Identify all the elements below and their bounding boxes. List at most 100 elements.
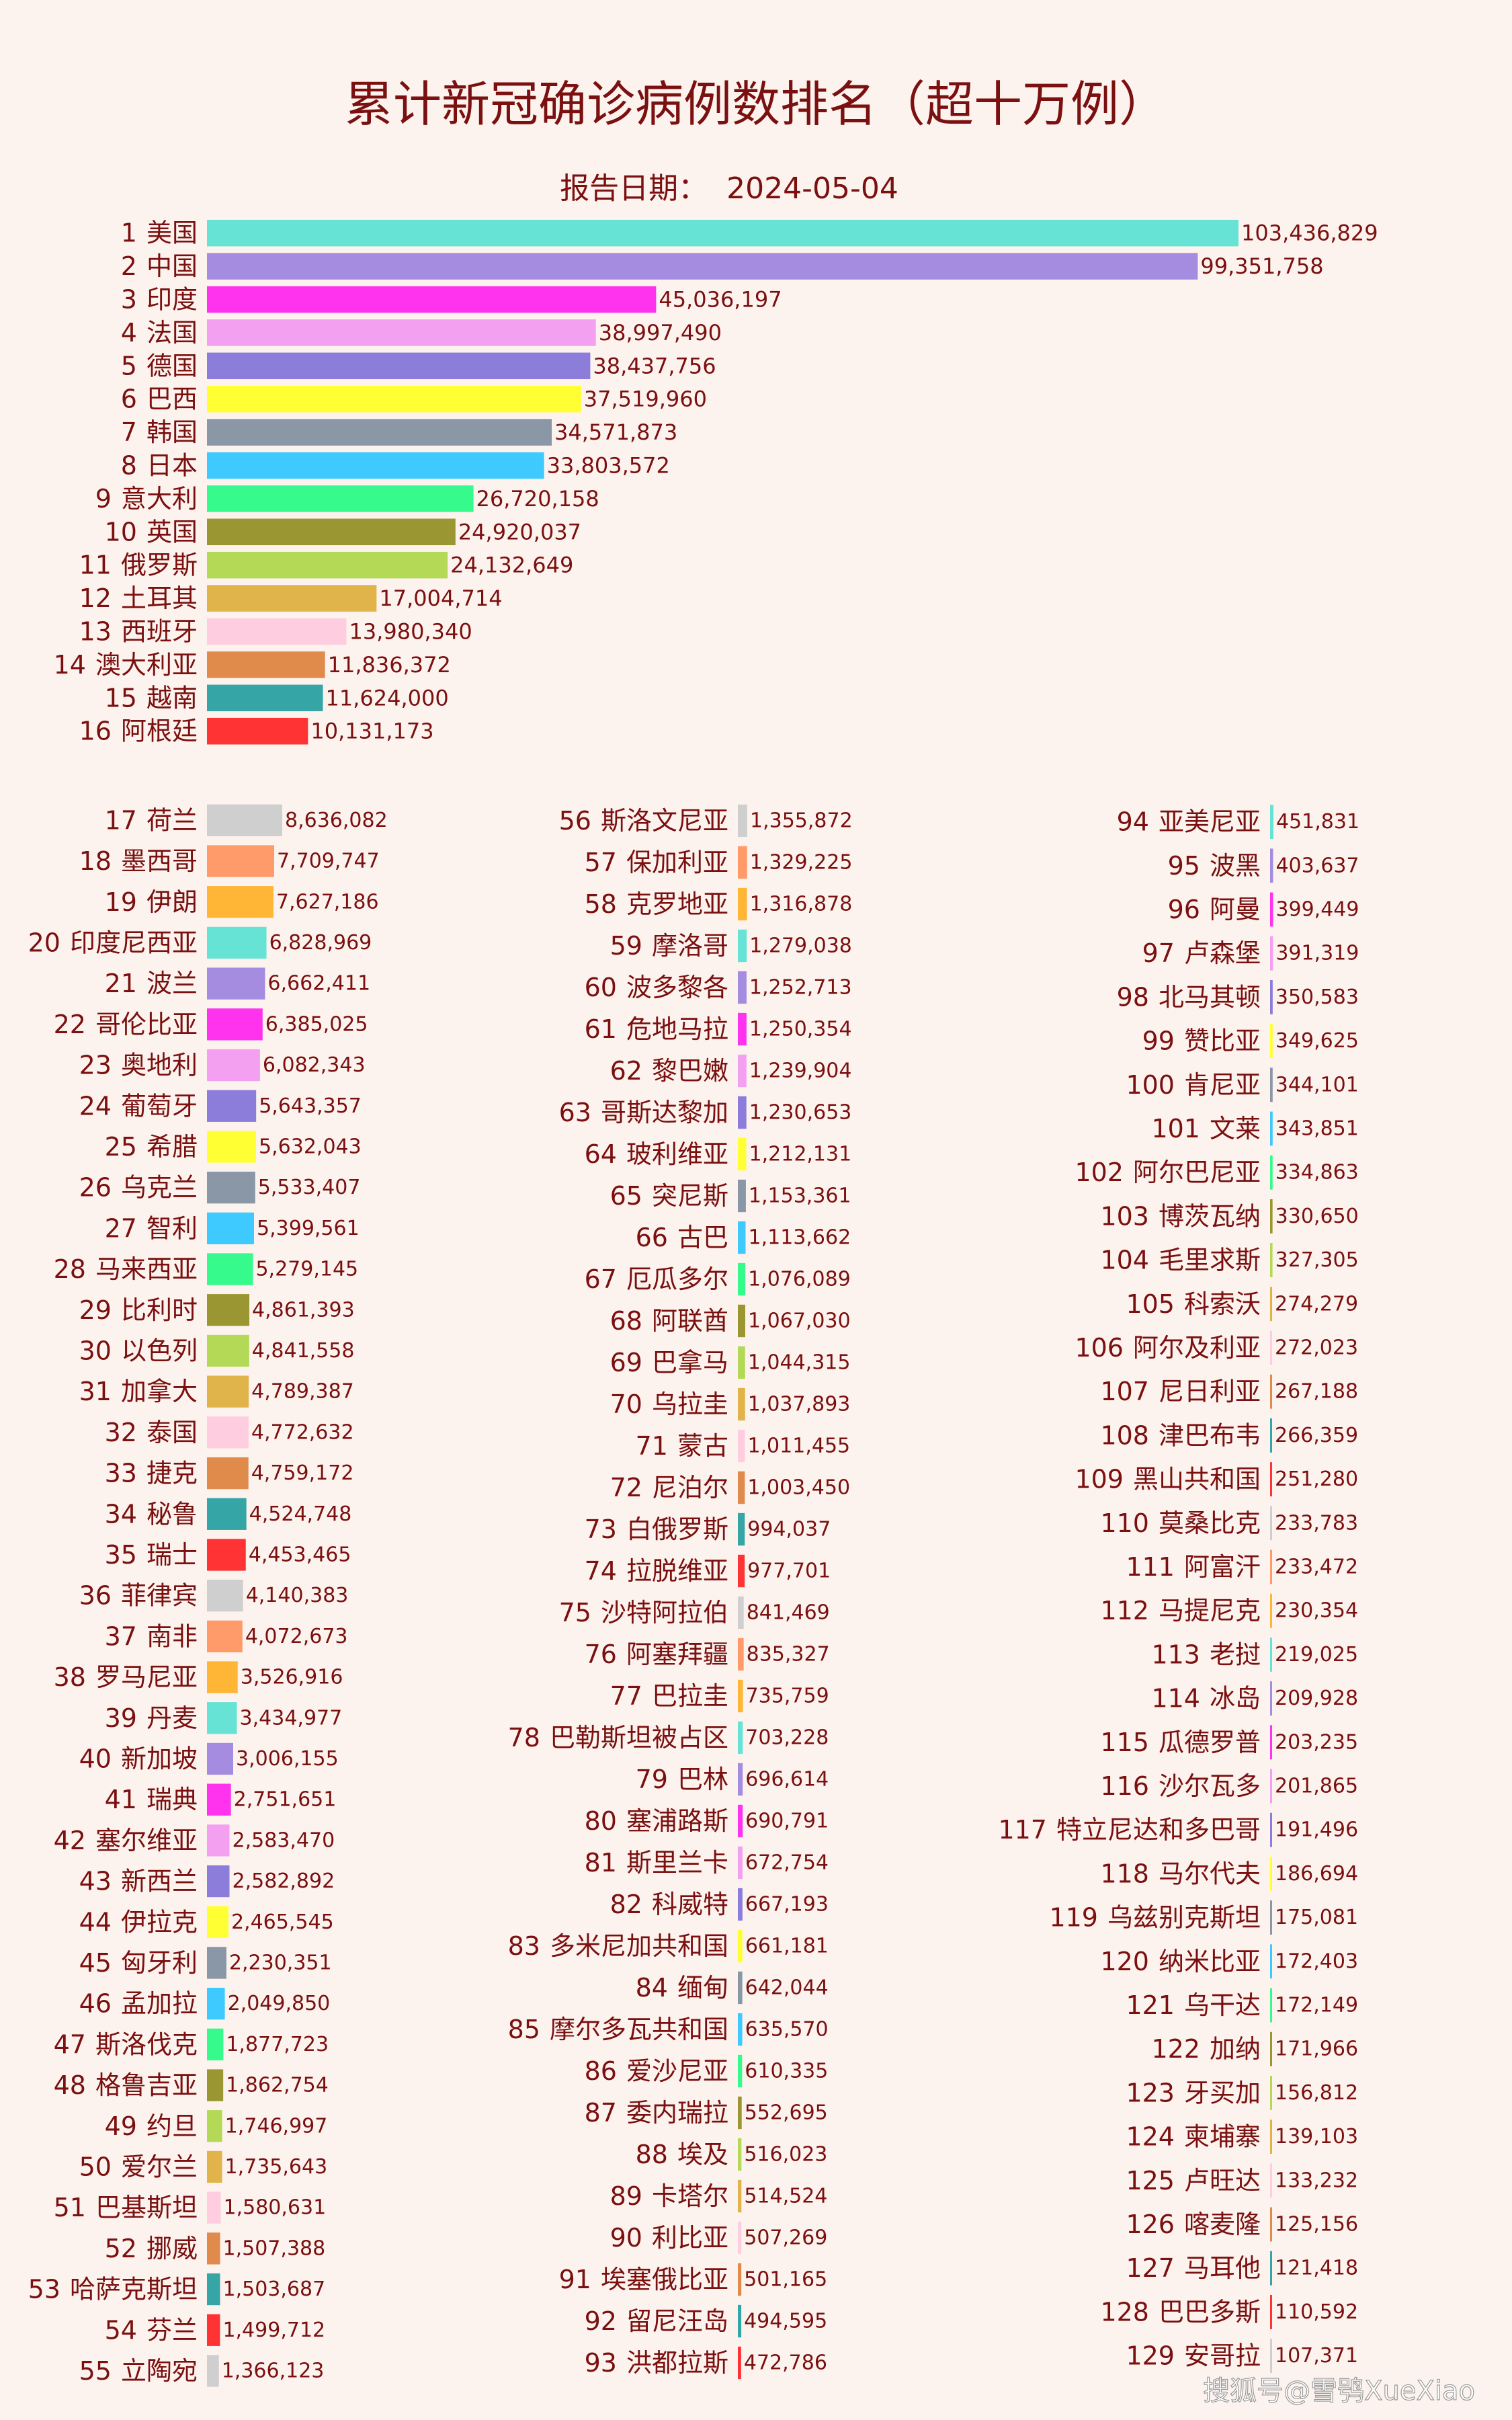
country-label: 瓜德罗普: [1159, 1728, 1261, 1757]
country-label: 喀麦隆: [1184, 2210, 1261, 2239]
rank-label: 95: [1168, 851, 1200, 881]
value-label: 661,181: [745, 1935, 829, 1958]
bar: [738, 2096, 742, 2130]
rank-label: 49: [105, 2111, 137, 2141]
value-label: 1,877,723: [226, 2033, 329, 2056]
country-label: 澳大利亚: [95, 650, 198, 680]
rank-label: 94: [1117, 807, 1149, 837]
rank-label: 93: [585, 2348, 617, 2378]
bar: [207, 1334, 249, 1367]
rank-label: 14: [54, 650, 86, 680]
country-label: 克罗地亚: [626, 889, 728, 919]
bar: [207, 1253, 253, 1285]
rank-label: 61: [585, 1014, 617, 1044]
value-label: 350,583: [1275, 985, 1359, 1009]
rank-label: 50: [79, 2152, 112, 2181]
rank-label: 83: [508, 1931, 540, 1961]
bar: [207, 967, 265, 1000]
country-label: 摩洛哥: [652, 931, 728, 961]
value-label: 4,789,387: [251, 1380, 354, 1404]
bar: [207, 1539, 246, 1571]
bar: [207, 352, 591, 380]
value-label: 735,759: [746, 1685, 829, 1708]
bar: [207, 1783, 231, 1816]
bar: [738, 1346, 745, 1379]
bar: [207, 1947, 226, 1979]
country-label: 阿联酋: [652, 1306, 728, 1336]
rank-label: 24: [79, 1091, 112, 1121]
bar: [1270, 1462, 1272, 1497]
rank-label: 117: [998, 1815, 1047, 1845]
value-label: 1,499,712: [222, 2318, 325, 2342]
bar: [738, 2138, 742, 2171]
value-label: 13,980,340: [349, 619, 472, 645]
country-label: 菲律宾: [121, 1581, 198, 1611]
country-label: 科威特: [652, 1890, 728, 1919]
country-label: 玻利维亚: [626, 1139, 728, 1169]
value-label: 7,709,747: [277, 850, 380, 873]
country-label: 越南: [146, 683, 198, 713]
rank-label: 67: [585, 1264, 617, 1294]
rank-label: 56: [559, 806, 591, 836]
value-label: 1,113,662: [748, 1226, 851, 1250]
bar: [207, 2355, 219, 2387]
value-label: 1,735,643: [225, 2155, 328, 2179]
bar: [207, 518, 456, 546]
bar: [1270, 2207, 1272, 2242]
country-label: 缅甸: [677, 1973, 728, 2003]
country-label: 加拿大: [121, 1377, 198, 1406]
rank-label: 99: [1142, 1026, 1175, 1056]
country-label: 法国: [146, 318, 198, 348]
country-label: 斯里兰卡: [626, 1848, 728, 1878]
value-label: 1,316,878: [750, 893, 853, 916]
country-label: 加纳: [1210, 2034, 1261, 2064]
rank-label: 77: [610, 1681, 642, 1711]
country-label: 智利: [146, 1213, 198, 1243]
country-label: 沙尔瓦多: [1159, 1771, 1261, 1801]
bar: [1270, 979, 1273, 1014]
rank-label: 80: [585, 1806, 617, 1836]
country-label: 波兰: [146, 969, 198, 998]
bar: [738, 2054, 743, 2088]
bar: [1270, 1111, 1273, 1146]
country-label: 墨西哥: [121, 846, 198, 876]
bar: [207, 1579, 243, 1612]
value-label: 34,571,873: [554, 419, 677, 445]
rank-label: 126: [1126, 2210, 1175, 2239]
value-label: 1,580,631: [223, 2196, 326, 2220]
rank-label: 118: [1100, 1859, 1149, 1888]
country-label: 希腊: [146, 1132, 198, 1162]
rank-label: 28: [54, 1254, 86, 1284]
bar: [207, 551, 448, 579]
rank-label: 73: [585, 1515, 617, 1544]
country-label: 柬埔寨: [1184, 2122, 1261, 2152]
bar: [738, 1096, 747, 1129]
bar: [1270, 1418, 1272, 1453]
bar: [738, 1429, 745, 1463]
bar: [1270, 1243, 1273, 1278]
rank-label: 13: [79, 617, 112, 647]
bar: [207, 1212, 255, 1245]
rank-label: 82: [610, 1890, 642, 1919]
value-label: 1,252,713: [749, 976, 852, 1000]
bar: [738, 2221, 742, 2255]
rank-label: 32: [105, 1418, 137, 1447]
country-label: 格鲁吉亚: [95, 2070, 198, 2100]
column-1-bars: 17 荷兰 8,636,082 18 墨西哥 7,709,747 19 伊朗 7,627,186…: [28, 804, 388, 2387]
country-label: 古巴: [677, 1223, 728, 1252]
rank-label: 65: [610, 1181, 642, 1211]
country-label: 印度: [146, 285, 198, 315]
value-label: 4,841,558: [252, 1339, 355, 1363]
value-label: 172,403: [1275, 1949, 1358, 1973]
bar: [738, 929, 747, 963]
country-label: 马耳他: [1184, 2253, 1261, 2283]
value-label: 186,694: [1275, 1862, 1358, 1886]
rank-label: 16: [79, 717, 112, 746]
rank-label: 39: [105, 1703, 137, 1733]
bar: [207, 1416, 249, 1449]
bar: [738, 1304, 746, 1338]
country-label: 埃塞俄比亚: [601, 2265, 728, 2294]
bar: [207, 1131, 257, 1163]
rank-label: 114: [1151, 1684, 1200, 1713]
column-3-bars: 94 亚美尼亚 451,831 95 波黑 403,637 96 阿曼 399,449 97 卢森堡…: [998, 805, 1359, 2374]
